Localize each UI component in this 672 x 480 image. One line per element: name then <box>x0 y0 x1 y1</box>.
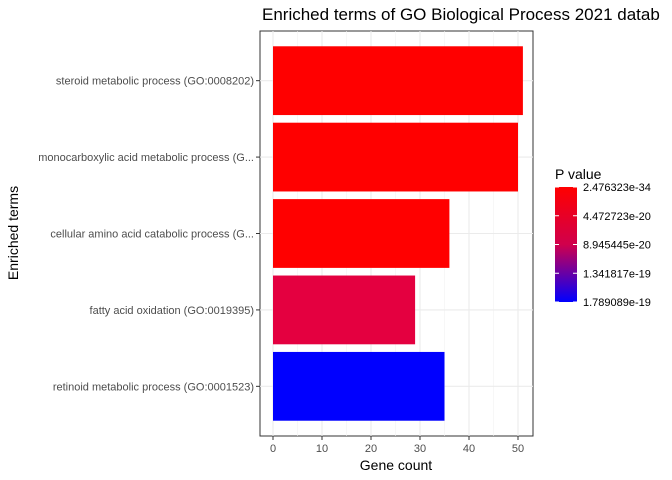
bar-3 <box>273 199 450 268</box>
x-tick-label: 50 <box>512 443 524 455</box>
y-tick-label-4: fatty acid oxidation (GO:0019395) <box>90 305 254 317</box>
legend: P value 2.476323e-34 4.472723e-20 8.945445… <box>555 166 651 309</box>
x-tick-label: 20 <box>365 443 377 455</box>
y-axis-label: Enriched terms <box>5 186 21 280</box>
x-axis-tick-labels: 0 10 20 30 40 50 <box>270 436 524 455</box>
legend-title: P value <box>555 166 602 182</box>
legend-colorbar <box>555 187 577 302</box>
x-tick-label: 0 <box>270 443 276 455</box>
bars <box>273 46 523 421</box>
x-tick-label: 40 <box>463 443 475 455</box>
y-tick-label-3: cellular amino acid catabolic process (G… <box>50 229 254 241</box>
chart-title: Enriched terms of GO Biological Process … <box>262 5 660 24</box>
y-tick-label-2: monocarboxylic acid metabolic process (G… <box>38 152 254 164</box>
y-tick-label-1: steroid metabolic process (GO:0008202) <box>56 76 254 88</box>
legend-label-5: 1.789089e-19 <box>583 297 651 309</box>
legend-ticks: 2.476323e-34 4.472723e-20 8.945445e-20 1.34… <box>555 182 651 309</box>
x-tick-label: 30 <box>414 443 426 455</box>
x-tick-label: 10 <box>316 443 328 455</box>
bar-5 <box>273 351 445 421</box>
y-axis-tick-labels: steroid metabolic process (GO:0008202) mo… <box>38 76 260 393</box>
bar-4 <box>273 275 416 345</box>
x-axis-label: Gene count <box>360 457 432 473</box>
bar-2 <box>273 122 518 192</box>
y-tick-label-5: retinoid metabolic process (GO:0001523) <box>53 381 254 393</box>
legend-label-3: 8.945445e-20 <box>583 240 651 252</box>
bar-1 <box>273 46 523 116</box>
legend-label-4: 1.341817e-19 <box>583 268 651 280</box>
legend-label-2: 4.472723e-20 <box>583 211 651 223</box>
legend-label-1: 2.476323e-34 <box>583 182 651 194</box>
